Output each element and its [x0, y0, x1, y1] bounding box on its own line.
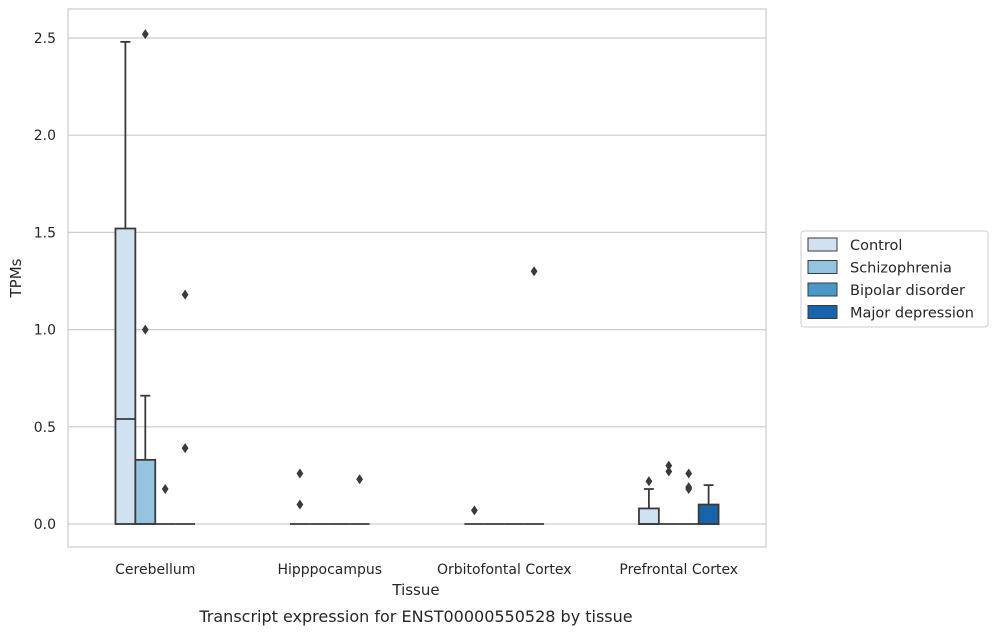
outlier-point [356, 474, 363, 485]
outlier-point [471, 505, 478, 516]
box-group [114, 29, 196, 525]
figure-caption: Transcript expression for ENST0000055052… [198, 607, 632, 626]
x-tick-label: Cerebellum [115, 562, 195, 578]
outlier-point [296, 468, 304, 479]
legend-swatch [807, 282, 838, 297]
legend-swatch [807, 305, 838, 319]
outlier-point [665, 466, 673, 477]
y-tick-label: 0.5 [34, 420, 56, 436]
box-group [638, 460, 720, 525]
outlier-point [161, 484, 169, 495]
box [638, 507, 660, 525]
legend-label: Schizophrenia [850, 261, 952, 277]
outlier-point [181, 443, 189, 454]
y-tick-label: 1.5 [34, 225, 56, 241]
y-axis-label: TPMs [7, 258, 25, 298]
plot-area [68, 9, 766, 547]
outlier-point [141, 324, 149, 335]
y-tick-label: 2.0 [34, 128, 56, 144]
legend-label: Control [850, 238, 902, 254]
outlier-point [530, 266, 538, 277]
outlier-point [685, 482, 693, 493]
legend-swatch [807, 260, 838, 274]
plot-frame [67, 8, 767, 548]
x-axis-label: Tissue [391, 581, 439, 599]
box [697, 503, 720, 525]
legend-frame [800, 230, 989, 328]
outlier-point [141, 29, 149, 40]
x-tick-label: Prefrontal Cortex [619, 562, 738, 578]
x-tick-labels: Cerebellum Hipppocampus Orbitofontal Corte… [115, 562, 738, 578]
x-tick-label: Hipppocampus [277, 562, 382, 578]
legend-label: Major depression [850, 306, 974, 322]
box-group [464, 266, 545, 525]
box [114, 227, 137, 525]
y-tick-label: 0.0 [34, 517, 56, 533]
box [134, 458, 157, 525]
box-group [289, 468, 370, 525]
box-groups [114, 29, 720, 525]
outlier-point [645, 476, 653, 487]
outlier-point [296, 499, 304, 510]
legend: Control Schizophrenia Bipolar disorder Majo… [800, 230, 989, 328]
legend-swatch [807, 237, 838, 252]
legend-label: Bipolar disorder [850, 283, 965, 299]
y-tick-label: 2.5 [34, 31, 56, 47]
x-tick-label: Orbitofontal Cortex [437, 562, 572, 578]
outlier-point [181, 289, 189, 300]
outlier-point [685, 468, 693, 479]
y-tick-label: 1.0 [34, 323, 56, 339]
outlier-point [665, 460, 673, 471]
y-tick-labels: 0.0 0.5 1.0 1.5 2.0 2.5 [34, 31, 56, 533]
